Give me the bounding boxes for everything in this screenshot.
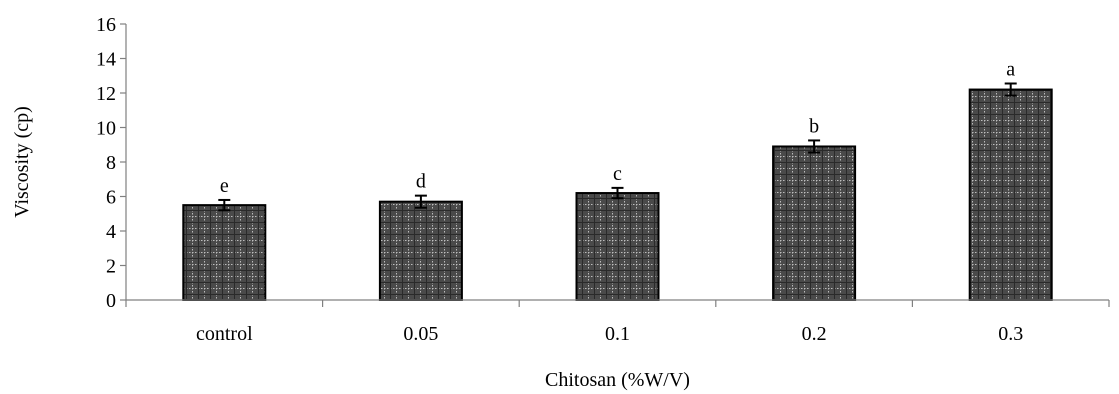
y-tick-label: 16: [96, 14, 116, 36]
y-tick-label: 0: [106, 290, 116, 312]
significance-letter: e: [220, 175, 229, 197]
significance-letter: b: [809, 115, 819, 137]
x-tick-label: control: [196, 323, 253, 345]
bar: [575, 192, 660, 301]
x-axis-ticks: control 0.05 0.1 0.2 0.3: [125, 300, 1110, 345]
x-tick-label: 0.2: [802, 323, 827, 345]
bar: [378, 200, 463, 301]
y-tick-label: 6: [106, 187, 116, 209]
bars-group: e d c b a: [182, 59, 1053, 301]
y-tick-label: 12: [96, 83, 116, 105]
y-tick-label: 4: [106, 221, 116, 243]
x-tick-label: 0.05: [403, 323, 438, 345]
y-tick-label: 14: [96, 49, 116, 71]
significance-letter: d: [416, 171, 426, 193]
significance-letter: a: [1006, 59, 1015, 81]
bar: [968, 88, 1053, 301]
y-axis-ticks: 0 2 4 6 8 10 12 14 16: [96, 14, 126, 312]
y-tick-label: 8: [106, 152, 116, 174]
x-tick-label: 0.1: [605, 323, 630, 345]
x-axis-title: Chitosan (%W/V): [545, 369, 690, 391]
bar: [182, 204, 267, 301]
y-tick-label: 2: [106, 256, 116, 278]
bar: [772, 145, 857, 301]
y-tick-label: 10: [96, 118, 116, 140]
y-axis-title: Viscosity (cp): [11, 106, 33, 218]
x-tick-label: 0.3: [998, 323, 1023, 345]
significance-letter: c: [613, 163, 622, 185]
